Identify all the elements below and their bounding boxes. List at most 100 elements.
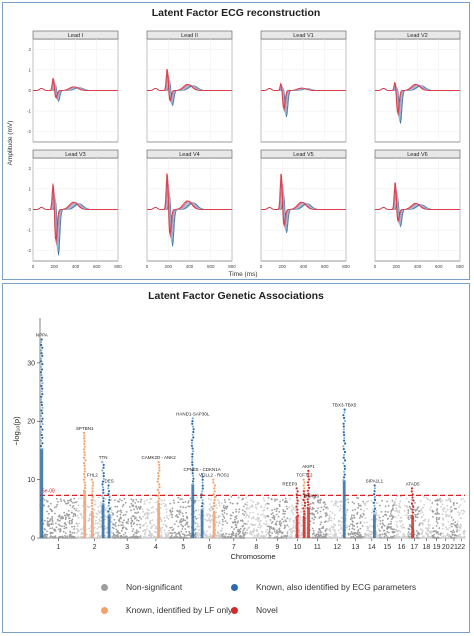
snp-point: [250, 499, 252, 502]
snp-point: [120, 529, 123, 532]
snp-point: [281, 518, 284, 521]
legend-label-nonsig: Non-significant: [126, 582, 183, 592]
snp-point: [168, 532, 171, 534]
snp-point: [384, 510, 387, 513]
snp-point: [455, 507, 457, 510]
locus-point: [201, 508, 204, 511]
snp-point: [407, 510, 410, 512]
legend-item-known-lf: Known, identified by LF only: [101, 605, 232, 615]
snp-point: [184, 528, 187, 530]
snp-point: [55, 497, 58, 500]
snp-point: [63, 522, 66, 525]
snp-point: [105, 531, 108, 534]
locus-nppa: NPPA: [36, 333, 48, 538]
snp-point: [68, 522, 71, 525]
locus-point: [303, 510, 306, 513]
snp-point: [441, 513, 444, 515]
snp-point: [182, 537, 185, 539]
y-tick-label: 1: [28, 67, 31, 72]
snp-point: [66, 502, 69, 505]
x-tick-label: 0: [374, 264, 377, 269]
snp-point: [208, 508, 211, 511]
locus-vgll2-ros1: VGLL2 - ROS1: [199, 473, 230, 538]
snp-point: [310, 512, 313, 515]
snp-point: [230, 536, 233, 539]
snp-point: [153, 535, 156, 538]
locus-point: [306, 506, 309, 509]
locus-point: [41, 428, 44, 431]
snp-point: [265, 537, 268, 539]
panel-label: Lead V3: [65, 152, 86, 158]
snp-point: [73, 525, 76, 528]
locus-point: [190, 444, 193, 447]
x-tick-label: 5: [181, 544, 185, 551]
snp-point: [264, 517, 267, 519]
snp-point: [131, 504, 134, 507]
snp-point: [233, 528, 236, 530]
snp-point: [449, 535, 452, 538]
locus-point: [83, 442, 86, 445]
snp-point: [98, 518, 101, 521]
snp-point: [235, 517, 238, 520]
snp-point: [330, 517, 333, 519]
snp-point: [236, 502, 239, 505]
snp-point: [221, 513, 224, 516]
snp-point: [195, 517, 198, 520]
snp-point: [359, 533, 362, 536]
snp-point: [274, 498, 277, 501]
snp-point: [194, 515, 197, 518]
snp-point: [281, 536, 284, 539]
snp-point: [409, 533, 411, 536]
snp-point: [222, 520, 224, 523]
snp-point: [352, 533, 354, 536]
snp-point: [430, 506, 432, 509]
snp-point: [316, 510, 318, 512]
snp-point: [112, 513, 115, 516]
locus-point: [40, 390, 44, 393]
snp-point: [286, 508, 289, 510]
snp-point: [423, 535, 425, 538]
x-tick-label: 800: [456, 264, 464, 269]
locus-point: [84, 484, 87, 487]
locus-tbx3-tbx5: TBX3-TBX5: [332, 403, 357, 538]
snp-point: [234, 521, 237, 524]
snp-point: [231, 502, 234, 505]
snp-point: [264, 504, 267, 506]
snp-point: [409, 514, 412, 517]
snp-point: [160, 535, 162, 538]
snp-point: [376, 513, 378, 516]
snp-point: [363, 509, 366, 512]
x-tick-label: 12: [333, 544, 341, 551]
snp-point: [427, 526, 430, 528]
snp-point: [279, 500, 281, 503]
locus-point: [107, 484, 110, 487]
snp-point: [131, 530, 134, 533]
x-tick-label: 8: [254, 544, 258, 551]
snp-point: [231, 533, 234, 536]
snp-point: [382, 515, 385, 518]
snp-point: [136, 523, 139, 526]
snp-point: [161, 526, 164, 529]
legend-item-known-ecg: Known, also identified by ECG parameters: [231, 582, 416, 592]
snp-point: [433, 534, 435, 536]
snp-point: [437, 499, 440, 502]
snp-point: [458, 533, 461, 536]
snp-point: [383, 524, 386, 527]
snp-point: [169, 509, 172, 511]
snp-point: [94, 522, 97, 525]
locus-point: [158, 486, 161, 489]
snp-point: [393, 504, 395, 506]
snp-point: [240, 519, 242, 522]
locus-point: [82, 489, 86, 492]
snp-point: [177, 501, 180, 504]
snp-point: [77, 497, 80, 500]
snp-point: [378, 516, 381, 519]
locus-point: [40, 433, 43, 437]
snp-point: [130, 509, 132, 512]
snp-point: [143, 500, 146, 503]
snp-point: [81, 536, 84, 538]
locus-point: [157, 461, 160, 464]
snp-point: [318, 535, 321, 538]
snp-point: [439, 534, 442, 536]
